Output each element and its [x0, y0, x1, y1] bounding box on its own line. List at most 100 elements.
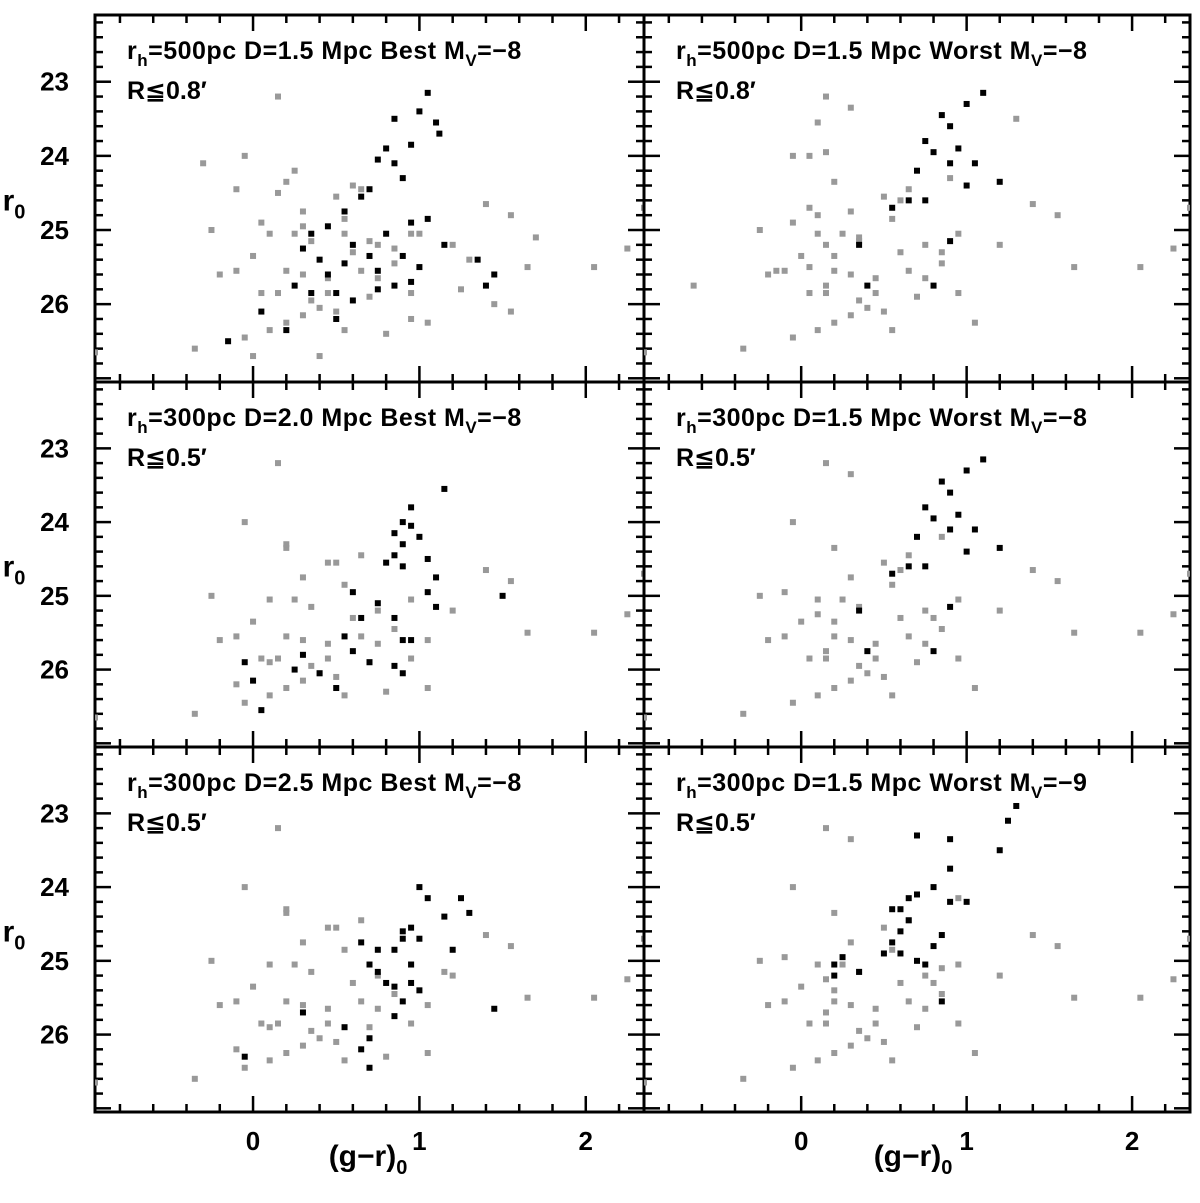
inside-star: [947, 238, 954, 245]
inside-star: [383, 979, 390, 986]
title-main: =300pc D=2.5 Mpc Best M: [148, 769, 465, 797]
field-star: [283, 998, 290, 1005]
field-star: [324, 1020, 331, 1027]
title-r: r: [676, 404, 686, 432]
inside-star: [391, 115, 398, 122]
field-star: [299, 223, 306, 230]
field-star: [814, 961, 821, 968]
field-star: [889, 946, 896, 953]
field-star: [644, 349, 647, 356]
inside-star: [889, 939, 896, 946]
field-star: [591, 264, 598, 271]
title-m-sub: V: [465, 418, 477, 437]
inside-star: [963, 100, 970, 107]
field-star: [299, 271, 306, 278]
inside-star: [897, 906, 904, 913]
field-star: [624, 245, 631, 252]
field-star: [482, 567, 489, 574]
field-star: [449, 241, 456, 248]
inside-star: [391, 983, 398, 990]
field-star: [324, 1005, 331, 1012]
title-r: r: [127, 769, 137, 797]
field-star: [823, 290, 829, 297]
field-star: [847, 208, 854, 215]
inside-star: [474, 256, 481, 263]
inside-star: [408, 219, 415, 226]
panel-title: rh=300pc D=1.5 Mpc Worst MV=−8: [676, 404, 1087, 437]
y-tick-label: 24: [40, 872, 69, 902]
inside-star: [947, 836, 954, 843]
inside-star: [241, 659, 248, 666]
inside-star: [499, 592, 506, 599]
inside-star: [333, 290, 340, 297]
field-star: [383, 688, 390, 695]
field-star: [283, 267, 290, 274]
title-r-sub: h: [137, 51, 148, 70]
x-axis-label-sub: 0: [396, 1157, 407, 1179]
inside-star: [947, 489, 954, 496]
field-star: [374, 607, 381, 614]
inside-star: [258, 707, 265, 714]
field-star: [806, 290, 813, 297]
field-star: [408, 230, 415, 237]
inside-star: [349, 648, 356, 655]
field-star: [532, 234, 539, 241]
field-star: [1054, 943, 1061, 950]
field-star: [789, 219, 796, 226]
field-star: [333, 193, 340, 200]
inside-star: [491, 271, 498, 278]
inside-star: [250, 677, 257, 684]
inside-star: [905, 917, 912, 924]
panel-radius: R≦0.5′: [676, 809, 756, 837]
inside-star: [889, 906, 896, 913]
field-star: [996, 241, 1003, 248]
field-star: [250, 618, 257, 625]
title-mag: =−8: [1043, 37, 1088, 65]
field-star: [914, 293, 920, 300]
y-tick-label: 26: [40, 289, 69, 319]
panel-radius: R≦0.8′: [676, 77, 756, 105]
inside-star: [399, 519, 406, 526]
inside-star: [408, 637, 415, 644]
title-mag: =−8: [477, 37, 522, 65]
title-r-sub: h: [686, 51, 697, 70]
inside-star: [399, 252, 406, 259]
inside-star: [291, 666, 298, 673]
inside-star: [839, 954, 846, 961]
inside-star: [996, 544, 1003, 551]
inside-star: [341, 260, 348, 267]
inside-star: [291, 282, 298, 289]
inside-star: [408, 278, 415, 285]
inside-star: [930, 282, 937, 289]
field-star: [938, 533, 945, 540]
inside-star: [416, 108, 423, 115]
field-star: [358, 917, 365, 924]
field-star: [258, 655, 265, 662]
field-star: [299, 1002, 306, 1009]
inside-star: [408, 979, 415, 986]
field-star: [507, 212, 514, 219]
field-star: [95, 349, 98, 356]
inside-star: [399, 998, 406, 1005]
inside-star: [938, 998, 945, 1005]
field-star: [831, 1050, 838, 1057]
field-star: [872, 1020, 879, 1027]
field-star: [333, 673, 340, 680]
field-star: [1071, 994, 1078, 1001]
field-star: [266, 692, 273, 699]
field-star: [424, 1050, 431, 1057]
title-m-sub: V: [1031, 418, 1043, 437]
field-star: [814, 212, 821, 219]
field-star: [466, 256, 473, 263]
field-star: [374, 640, 381, 647]
field-star: [299, 574, 306, 581]
y-tick-label: 25: [40, 946, 69, 976]
field-star: [831, 998, 838, 1005]
field-star: [905, 186, 912, 193]
field-star: [880, 308, 887, 315]
y-axis-label-sub: 0: [14, 202, 25, 224]
field-star: [266, 596, 273, 603]
inside-star: [947, 160, 954, 167]
field-star: [823, 149, 829, 156]
inside-star: [374, 286, 381, 293]
